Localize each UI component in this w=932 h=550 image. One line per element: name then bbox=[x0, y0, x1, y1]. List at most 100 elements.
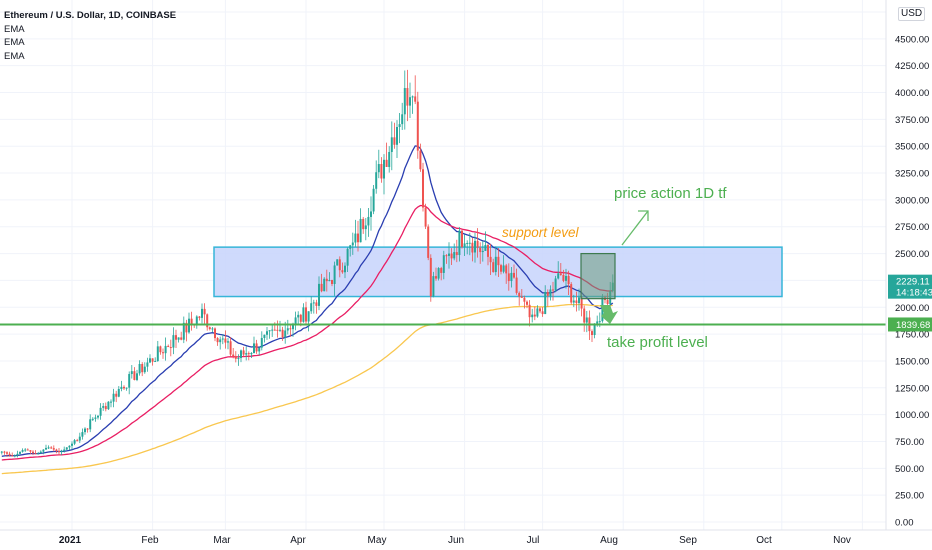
candle-body bbox=[211, 328, 214, 330]
indicator-ema-1[interactable]: EMA bbox=[4, 23, 25, 35]
candle-body bbox=[375, 172, 378, 189]
candle-body bbox=[338, 259, 341, 271]
candle-body bbox=[354, 233, 357, 243]
candle-body bbox=[185, 322, 188, 333]
candle-body bbox=[318, 283, 320, 306]
candle-body bbox=[195, 316, 198, 326]
indicator-ema-3[interactable]: EMA bbox=[4, 50, 25, 62]
candle-body bbox=[471, 242, 474, 253]
time-tick-label: 2021 bbox=[59, 535, 82, 546]
candle-body bbox=[520, 296, 523, 298]
candle-body bbox=[37, 453, 40, 455]
candle-body bbox=[370, 211, 372, 217]
last-price-tag bbox=[888, 274, 932, 299]
candle-body bbox=[505, 265, 508, 274]
take-profit-tag bbox=[888, 317, 932, 332]
candle-body bbox=[162, 352, 164, 354]
candle-body bbox=[81, 432, 84, 437]
candle-body bbox=[266, 331, 268, 335]
candle-body bbox=[286, 328, 289, 331]
candle-body bbox=[320, 283, 323, 292]
currency-button[interactable]: USD bbox=[898, 7, 926, 21]
candle-body bbox=[154, 361, 157, 363]
candle-body bbox=[383, 159, 385, 179]
time-tick-label: May bbox=[368, 535, 387, 546]
candle-body bbox=[531, 314, 534, 318]
candle-body bbox=[351, 242, 354, 246]
time-tick-label: Sep bbox=[679, 535, 697, 546]
candle-body bbox=[224, 338, 227, 343]
arrow-up-head bbox=[638, 210, 649, 221]
take-profit-value: 1839.68 bbox=[896, 320, 930, 331]
candles bbox=[0, 69, 614, 458]
indicator-ema-2[interactable]: EMA bbox=[4, 37, 25, 48]
candle-body bbox=[117, 388, 120, 397]
candle-body bbox=[528, 304, 531, 318]
candle-body bbox=[497, 256, 500, 266]
candle-body bbox=[578, 297, 580, 304]
candle-body bbox=[549, 289, 552, 296]
price-tick-label: 500.00 bbox=[895, 464, 924, 475]
candle-body bbox=[149, 358, 151, 363]
candle-body bbox=[84, 428, 86, 433]
support-level-label: support level bbox=[502, 225, 580, 240]
candle-body bbox=[76, 440, 79, 442]
candle-body bbox=[208, 327, 211, 330]
candle-body bbox=[598, 321, 601, 323]
candle-body bbox=[214, 328, 216, 339]
candle-body bbox=[344, 265, 346, 273]
symbol-title[interactable]: Ethereum / U.S. Dollar, 1D, COINBASE bbox=[4, 10, 177, 21]
candle-body bbox=[206, 314, 209, 328]
candle-body bbox=[494, 256, 497, 273]
candle-body bbox=[523, 297, 526, 302]
candle-body bbox=[52, 448, 55, 450]
candle-body bbox=[406, 88, 409, 106]
candle-body bbox=[536, 308, 539, 317]
candle-body bbox=[416, 101, 419, 151]
candle-body bbox=[367, 216, 370, 226]
candle-body bbox=[50, 447, 53, 449]
candle-body bbox=[107, 401, 110, 410]
candle-body bbox=[403, 88, 406, 115]
candle-body bbox=[518, 292, 521, 297]
candle-body bbox=[445, 255, 448, 257]
candle-body bbox=[271, 329, 274, 331]
candle-body bbox=[346, 248, 349, 266]
price-tick-label: 3750.00 bbox=[895, 115, 929, 126]
candle-body bbox=[372, 188, 375, 212]
candle-body bbox=[112, 393, 115, 402]
last-price-value: 2229.11 bbox=[896, 277, 930, 288]
candle-body bbox=[8, 453, 11, 456]
candle-body bbox=[110, 401, 112, 403]
candle-body bbox=[575, 300, 578, 304]
candle-body bbox=[151, 358, 154, 362]
price-tick-label: 1500.00 bbox=[895, 356, 929, 367]
time-tick-label: Jul bbox=[527, 535, 540, 546]
candle-body bbox=[260, 337, 263, 348]
candle-body bbox=[180, 337, 183, 340]
candle-body bbox=[250, 352, 253, 355]
candle-body bbox=[476, 240, 479, 248]
candle-body bbox=[424, 207, 427, 227]
candle-body bbox=[177, 337, 180, 340]
price-action-box bbox=[580, 252, 616, 300]
candle-body bbox=[47, 447, 50, 449]
candle-body bbox=[510, 272, 513, 282]
candle-body bbox=[45, 447, 47, 450]
candle-body bbox=[323, 278, 326, 292]
candle-body bbox=[190, 318, 193, 324]
take-profit-label: take profit level bbox=[607, 334, 708, 351]
candle-body bbox=[123, 386, 125, 389]
candle-body bbox=[513, 272, 515, 278]
candle-body bbox=[336, 259, 339, 266]
candle-body bbox=[24, 449, 27, 451]
candle-body bbox=[216, 338, 219, 343]
candle-body bbox=[502, 265, 505, 272]
annotations: price action 1D tf support level take prof… bbox=[0, 185, 886, 351]
candle-body bbox=[115, 393, 118, 397]
price-tick-label: 250.00 bbox=[895, 491, 924, 502]
candle-body bbox=[68, 445, 71, 448]
candle-body bbox=[201, 308, 203, 318]
